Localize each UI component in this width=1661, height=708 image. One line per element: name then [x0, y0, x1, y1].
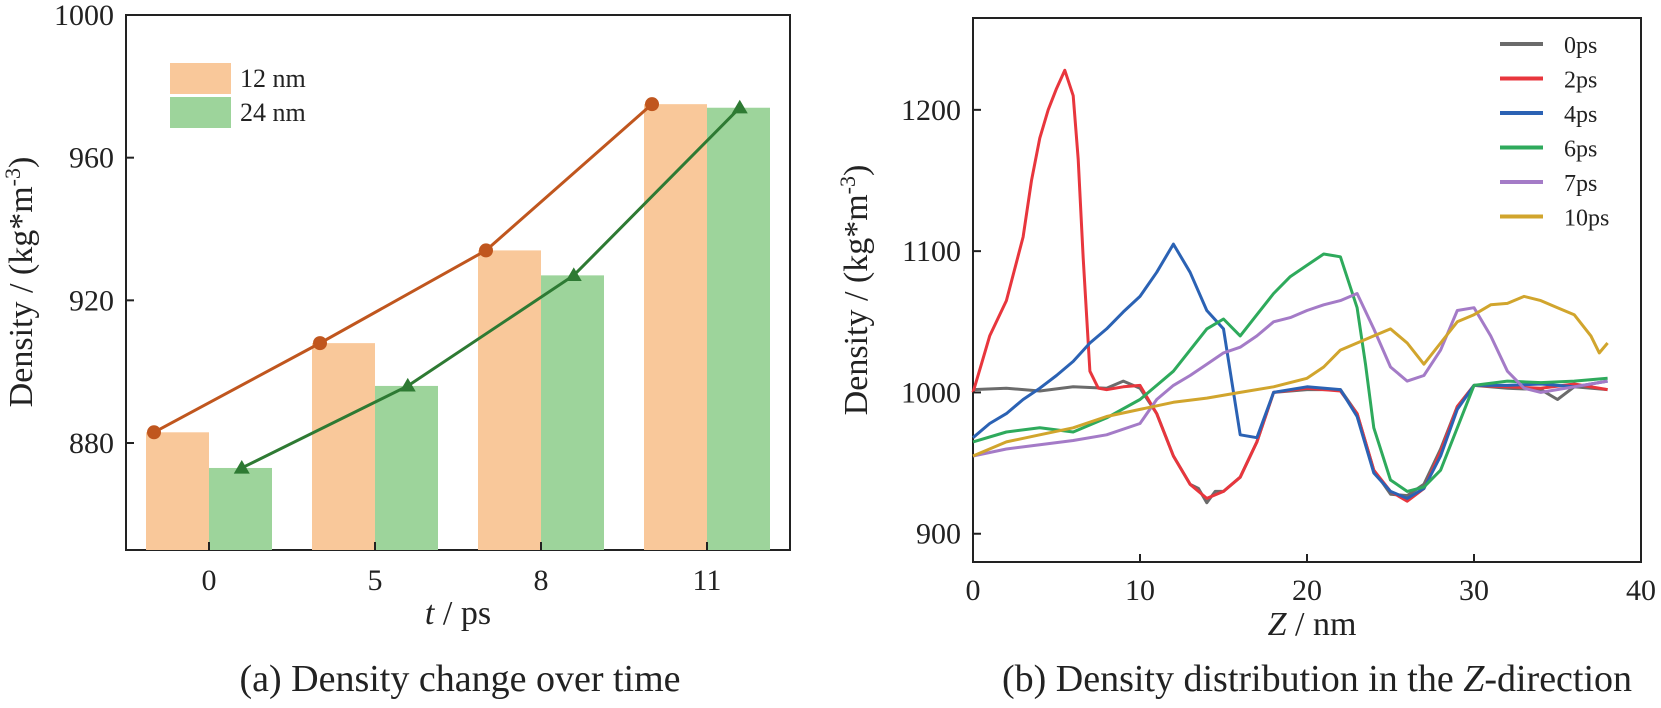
panel-a-legend: 12 nm 24 nm	[170, 63, 306, 128]
panel-b-series-lines	[971, 68, 1609, 505]
x-tick-label-0: 0	[202, 564, 217, 597]
legend-label-12nm: 12 nm	[240, 64, 306, 93]
y-tick-label-960: 960	[69, 142, 114, 175]
bar-24nm-11	[707, 107, 770, 550]
marker-24nm-0	[233, 459, 250, 474]
panel-a-plot-frame	[125, 14, 791, 551]
y-tick-label-900: 900	[916, 518, 961, 551]
legend-label-0ps: 0ps	[1564, 33, 1597, 59]
panel-a-density-over-time: 880 920 960 1000 0 5 8 11 12 nm 24 nm Density /…	[0, 0, 791, 700]
legend-label-24nm: 24 nm	[240, 98, 306, 127]
bar-12nm-8	[478, 250, 541, 550]
bar-12nm-5	[312, 343, 375, 550]
marker-12nm-0	[147, 425, 161, 440]
legend-swatch-12nm	[170, 63, 231, 94]
x-tick-label-8: 8	[534, 564, 549, 597]
legend-label-2ps: 2ps	[1564, 68, 1597, 94]
panel-a-y-axis-title: Density / (kg*m-3)	[0, 157, 40, 408]
bar-24nm-0	[209, 467, 272, 550]
y-tick-label-1100: 1100	[902, 235, 961, 268]
y-tick-label-1200: 1200	[901, 94, 961, 127]
panel-b-y-axis-title: Density / (kg*m-3)	[835, 165, 876, 416]
bar-24nm-5	[375, 385, 438, 550]
panel-a-caption: (a) Density change over time	[239, 658, 680, 700]
x-tick-label-20: 20	[1292, 574, 1322, 607]
bar-12nm-11	[644, 104, 707, 551]
panel-b-y-axis: 900 1000 1100 1200	[901, 94, 981, 551]
panel-a-bars	[146, 104, 770, 551]
y-tick-label-1000: 1000	[901, 376, 961, 409]
panel-b-x-axis: 0 10 20 30 40	[966, 554, 1656, 607]
series-line-10ps	[972, 294, 1609, 458]
marker-12nm-8	[479, 243, 493, 258]
marker-12nm-5	[313, 336, 327, 351]
bar-24nm-8	[541, 275, 604, 550]
panel-b-legend: 0ps 2ps 4ps 6ps 7ps 10ps	[1500, 33, 1609, 232]
panel-a-x-axis: 0 5 8 11	[202, 542, 722, 597]
marker-24nm-5	[399, 377, 416, 392]
marker-12nm-11	[645, 97, 659, 112]
series-line-6ps	[972, 252, 1608, 493]
y-tick-label-920: 920	[69, 284, 114, 317]
bar-12nm-0	[146, 432, 209, 550]
x-tick-label-0: 0	[966, 574, 981, 607]
y-tick-label-1000: 1000	[54, 0, 114, 32]
legend-label-10ps: 10ps	[1564, 206, 1609, 232]
x-tick-label-5: 5	[368, 564, 383, 597]
panel-a-x-axis-title: t / ps	[425, 595, 491, 632]
legend-label-4ps: 4ps	[1564, 102, 1597, 128]
legend-label-7ps: 7ps	[1564, 171, 1597, 197]
x-tick-label-10: 10	[1125, 574, 1155, 607]
x-tick-label-30: 30	[1459, 574, 1489, 607]
series-line-4ps	[972, 242, 1608, 500]
panel-b-caption: (b) Density distribution in the Z-direct…	[1002, 658, 1632, 700]
legend-swatch-24nm	[170, 97, 231, 128]
series-line-7ps	[972, 292, 1608, 458]
x-tick-label-40: 40	[1626, 574, 1656, 607]
legend-label-6ps: 6ps	[1564, 137, 1597, 163]
trend-line-24nm	[241, 106, 741, 470]
x-tick-label-11: 11	[693, 564, 722, 597]
panel-a-y-axis: 880 920 960 1000	[54, 0, 134, 460]
y-tick-label-880: 880	[69, 427, 114, 460]
trend-line-12nm	[153, 103, 653, 434]
series-line-2ps	[971, 68, 1608, 503]
panel-a-trend-lines	[147, 97, 748, 474]
panel-b-x-axis-title: Z / nm	[1268, 606, 1357, 643]
panel-b-density-distribution: 900 1000 1100 1200 0 10 20 30 40 0ps 2ps 4ps 6ps 7p…	[835, 17, 1656, 700]
marker-24nm-11	[731, 99, 748, 114]
marker-24nm-8	[565, 267, 582, 281]
